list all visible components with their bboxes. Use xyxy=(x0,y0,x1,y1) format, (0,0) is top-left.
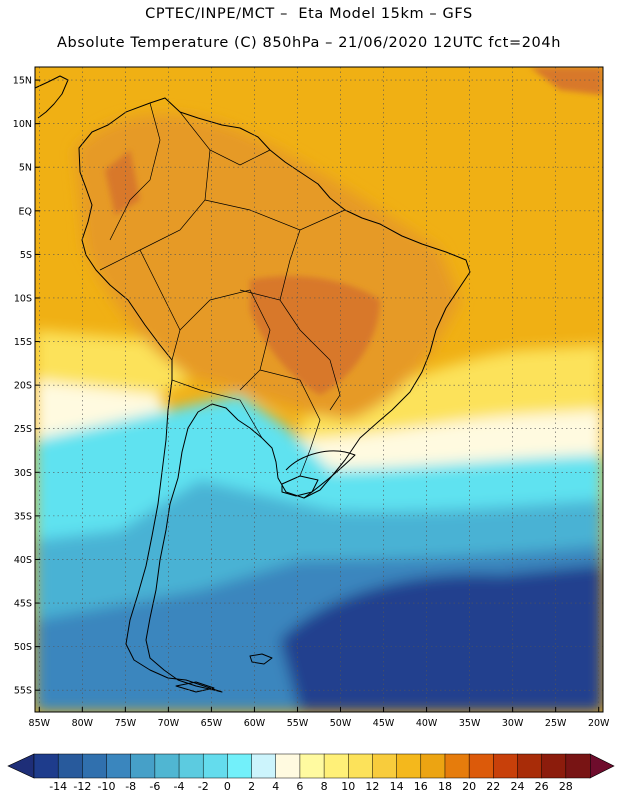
colorbar-swatch xyxy=(33,753,59,779)
lat-label: 55S xyxy=(14,686,32,697)
lon-label: 75W xyxy=(115,718,137,729)
lat-label: 10N xyxy=(13,119,32,130)
colorbar-label: 6 xyxy=(296,780,303,793)
colorbar-swatch xyxy=(372,753,398,779)
field-hot-spots xyxy=(250,276,380,395)
colorbar-label: 22 xyxy=(486,780,500,793)
colorbar-label: 8 xyxy=(321,780,328,793)
lat-label: 5N xyxy=(19,163,32,174)
colorbar-label: 18 xyxy=(438,780,452,793)
colorbar-swatch xyxy=(251,753,277,779)
colorbar-label: 24 xyxy=(510,780,524,793)
colorbar-label: 20 xyxy=(462,780,476,793)
colorbar-label: 10 xyxy=(341,780,355,793)
colorbar-swatch xyxy=(178,753,204,779)
colorbar-label: 4 xyxy=(272,780,279,793)
colorbar-swatch xyxy=(154,753,180,779)
colorbar-swatch xyxy=(323,753,349,779)
colorbar-label: -6 xyxy=(149,780,160,793)
longitude-labels: 85W 80W 75W 70W 65W 60W 55W 50W 45W 40W 35W 30W 25W 2… xyxy=(29,718,610,729)
temperature-field xyxy=(35,67,603,712)
graticule xyxy=(35,67,603,712)
lon-label: 30W xyxy=(502,718,524,729)
falkland-islands xyxy=(249,653,273,665)
lon-label: 55W xyxy=(287,718,309,729)
lon-label: 85W xyxy=(29,718,51,729)
lat-label: 25S xyxy=(14,424,32,435)
coastlines xyxy=(34,75,471,693)
colorbar-label: -14 xyxy=(49,780,67,793)
lat-label: 40S xyxy=(14,555,32,566)
lon-label: 40W xyxy=(416,718,438,729)
colorbar-label: -12 xyxy=(73,780,91,793)
lat-label: 15N xyxy=(13,76,32,87)
latitude-labels: 15N 10N 5N EQ 5S 10S 15S 20S 25S 30S 35S 40S 45S 50S 5… xyxy=(13,76,32,697)
colorbar-swatch xyxy=(396,753,422,779)
colorbar-swatch xyxy=(565,753,591,779)
lat-label: 30S xyxy=(14,468,32,479)
colorbar-high-arrow xyxy=(589,753,615,779)
lat-label: 10S xyxy=(14,293,32,304)
colorbar-label: 16 xyxy=(414,780,428,793)
colorbar-labels: -14 -12 -10 -8 -6 -4 -2 0 2 4 6 8 10 12 14 16 18 20 22 24 26… xyxy=(49,780,573,793)
lat-label: 15S xyxy=(14,337,32,348)
frontal-boundary-outline xyxy=(285,450,356,499)
colorbar-label: 2 xyxy=(248,780,255,793)
lon-label: 25W xyxy=(545,718,567,729)
south-america-outline xyxy=(78,97,471,693)
plot-frame xyxy=(34,66,604,713)
colorbar-label: 12 xyxy=(365,780,379,793)
lat-label: 20S xyxy=(14,381,32,392)
lon-label: 70W xyxy=(158,718,180,729)
field-deep-blue xyxy=(280,565,603,712)
colorbar-swatch xyxy=(275,753,301,779)
colorbar xyxy=(7,753,615,779)
colorbar-swatch xyxy=(348,753,373,779)
colorbar-low-arrow xyxy=(7,753,35,779)
colorbar-swatch xyxy=(227,753,253,779)
colorbar-swatch xyxy=(420,753,446,779)
colorbar-swatch xyxy=(202,753,228,779)
lon-label: 80W xyxy=(72,718,94,729)
lat-label: 35S xyxy=(14,511,32,522)
colorbar-label: -8 xyxy=(125,780,136,793)
colorbar-swatch xyxy=(493,753,519,779)
central-america-outline xyxy=(34,75,69,119)
lat-label: 45S xyxy=(14,599,32,610)
lon-label: 20W xyxy=(588,718,610,729)
colorbar-swatch xyxy=(82,753,108,779)
lat-label: 50S xyxy=(14,642,32,653)
colorbar-label: 0 xyxy=(224,780,231,793)
colorbar-swatch xyxy=(106,753,132,779)
colorbar-label: -10 xyxy=(98,780,116,793)
colorbar-swatch xyxy=(517,753,543,779)
lon-label: 35W xyxy=(459,718,481,729)
title-line-1: CPTEC/INPE/MCT – Eta Model 15km – GFS xyxy=(145,6,473,22)
colorbar-swatch xyxy=(299,753,325,779)
colorbar-label: 14 xyxy=(390,780,404,793)
lon-label: 45W xyxy=(373,718,395,729)
lon-label: 60W xyxy=(244,718,266,729)
colorbar-label: 28 xyxy=(559,780,573,793)
colorbar-swatch xyxy=(57,753,83,779)
colorbar-swatch xyxy=(541,753,567,779)
lat-label: EQ xyxy=(19,206,32,217)
colorbar-label: -2 xyxy=(198,780,209,793)
title-line-2: Absolute Temperature (C) 850hPa – 21/06/… xyxy=(57,35,561,51)
colorbar-label: -4 xyxy=(174,780,185,793)
colorbar-swatch xyxy=(444,753,470,779)
lon-label: 65W xyxy=(201,718,223,729)
colorbar-swatch xyxy=(130,753,156,779)
colorbar-swatch xyxy=(468,753,494,779)
lon-label: 50W xyxy=(330,718,352,729)
country-borders xyxy=(99,102,346,477)
lat-label: 5S xyxy=(20,250,32,261)
colorbar-label: 26 xyxy=(535,780,549,793)
